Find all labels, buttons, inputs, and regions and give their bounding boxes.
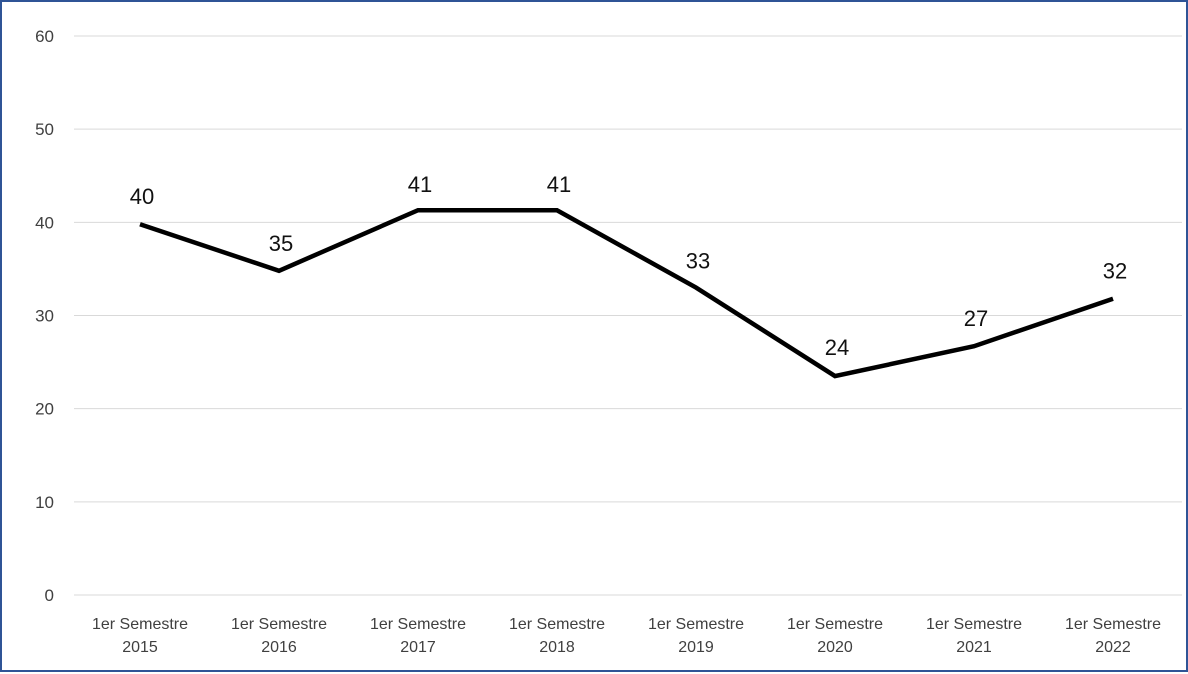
- y-tick-label: 50: [35, 120, 54, 139]
- data-label: 32: [1103, 259, 1127, 284]
- data-label: 35: [269, 231, 293, 256]
- y-axis-ticks: 0 10 20 30 40 50 60: [35, 27, 54, 605]
- gridlines: [74, 36, 1182, 595]
- data-label: 24: [825, 335, 849, 360]
- y-tick-label: 0: [45, 586, 54, 605]
- data-label: 41: [408, 172, 432, 197]
- y-tick-label: 60: [35, 27, 54, 46]
- data-label: 40: [130, 184, 154, 209]
- data-label: 41: [547, 172, 571, 197]
- data-label: 33: [686, 249, 710, 274]
- data-label: 27: [964, 306, 988, 331]
- y-tick-label: 10: [35, 493, 54, 512]
- y-tick-label: 30: [35, 307, 54, 326]
- data-labels: 40 35 41 41 33 24 27 32: [130, 172, 1127, 360]
- y-tick-label: 20: [35, 400, 54, 419]
- y-tick-label: 40: [35, 213, 54, 232]
